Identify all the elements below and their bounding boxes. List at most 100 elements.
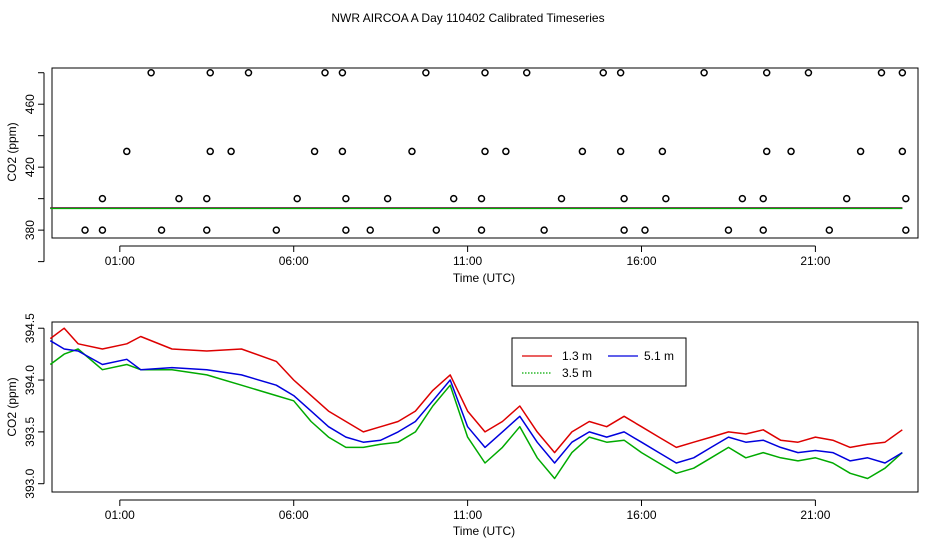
chart-title: NWR AIRCOA A Day 110402 Calibrated Times…	[331, 11, 604, 25]
top-x-tick-label: 06:00	[279, 254, 309, 268]
top-data-point	[620, 194, 628, 203]
top-data-point	[902, 226, 910, 234]
top-data-point	[662, 194, 670, 203]
series-line-3-5-m	[49, 348, 903, 480]
top-data-point	[620, 226, 628, 234]
top-data-point	[227, 147, 235, 156]
top-data-point	[98, 226, 107, 234]
top-data-point	[759, 226, 767, 234]
top-data-point	[787, 147, 795, 156]
top-data-point	[842, 194, 851, 203]
top-data-point	[244, 68, 253, 77]
top-data-point	[422, 68, 430, 77]
top-data-point	[481, 68, 489, 77]
top-x-tick-label: 21:00	[800, 254, 830, 268]
bottom-x-axis: 01:00 06:00 11:00 16:00 21:00	[105, 499, 831, 522]
top-x-tick-label: 01:00	[105, 254, 135, 268]
top-y-axis: 380 420 460	[23, 72, 45, 263]
top-data-point	[898, 68, 907, 77]
top-data-point	[432, 226, 441, 234]
top-data-point	[383, 194, 392, 203]
top-data-point	[342, 194, 350, 203]
bottom-y-tick-label: 394.0	[23, 365, 37, 395]
top-data-point	[203, 226, 211, 234]
top-data-point	[658, 147, 667, 156]
top-data-point	[449, 194, 458, 203]
top-data-point	[175, 194, 183, 203]
top-data-point	[147, 68, 155, 77]
top-panel: 01:00 06:00 11:00 16:00 21:00 380 420 460 Time…	[5, 67, 919, 285]
top-data-point	[366, 226, 374, 234]
bottom-x-tick-label: 16:00	[626, 508, 656, 522]
top-data-point	[98, 194, 107, 203]
bottom-y-tick-label: 393.5	[23, 417, 37, 447]
top-data-point	[641, 226, 649, 234]
top-data-point	[338, 147, 347, 156]
legend-label-5-1m: 5.1 m	[644, 349, 674, 363]
bottom-x-tick-label: 21:00	[800, 508, 830, 522]
bottom-y-axis: 393.0 393.5 394.0 394.5	[23, 313, 45, 499]
bottom-x-axis-label: Time (UTC)	[453, 524, 515, 538]
top-x-tick-label: 11:00	[453, 254, 482, 268]
top-points	[81, 68, 910, 234]
legend-label-1-3m: 1.3 m	[562, 349, 592, 363]
top-data-point	[738, 194, 747, 203]
top-data-point	[408, 147, 416, 156]
top-data-point	[599, 68, 607, 77]
top-data-point	[902, 194, 910, 203]
top-data-point	[616, 68, 625, 77]
top-data-point	[522, 68, 531, 77]
bottom-x-tick-label: 11:00	[453, 508, 482, 522]
top-x-axis: 01:00 06:00 11:00 16:00 21:00	[105, 245, 831, 268]
bottom-plot-frame	[51, 321, 919, 493]
top-data-point	[540, 226, 548, 234]
top-data-point	[700, 68, 708, 77]
bottom-y-tick-label: 394.5	[23, 313, 37, 343]
top-data-point	[759, 194, 767, 203]
legend: 1.3 m 5.1 m 3.5 m	[511, 337, 687, 387]
top-data-point	[825, 226, 834, 234]
top-y-tick-label: 420	[23, 157, 37, 177]
top-data-point	[293, 194, 301, 203]
top-data-point	[81, 226, 89, 234]
top-lines	[50, 207, 903, 210]
legend-label-3-5m: 3.5 m	[562, 366, 592, 380]
top-x-tick-label: 16:00	[626, 254, 656, 268]
bottom-series-lines	[49, 327, 903, 480]
top-data-point	[206, 147, 214, 156]
top-data-point	[272, 226, 281, 234]
top-data-point	[338, 68, 347, 77]
top-data-point	[321, 68, 329, 77]
top-plot-frame	[51, 67, 919, 239]
top-data-point	[477, 194, 486, 203]
bottom-y-tick-label: 393.0	[23, 468, 37, 498]
top-data-point	[616, 147, 625, 156]
top-data-point	[206, 68, 214, 77]
top-data-point	[481, 147, 489, 156]
top-y-axis-label: CO2 (ppm)	[5, 122, 19, 181]
bottom-x-tick-label: 01:00	[105, 508, 135, 522]
top-data-point	[342, 226, 350, 234]
top-data-point	[157, 226, 166, 234]
top-data-point	[502, 147, 510, 156]
top-data-point	[578, 147, 587, 156]
top-data-point	[856, 147, 865, 156]
bottom-x-tick-label: 06:00	[279, 508, 309, 522]
top-data-point	[310, 147, 319, 156]
top-data-point	[724, 226, 733, 234]
top-y-tick-label: 460	[23, 94, 37, 114]
series-line-5-1-m	[49, 340, 903, 464]
top-data-point	[762, 147, 771, 156]
top-data-point	[557, 194, 566, 203]
top-x-axis-label: Time (UTC)	[453, 271, 515, 285]
top-data-point	[762, 68, 771, 77]
top-y-tick-label: 380	[23, 220, 37, 240]
bottom-y-axis-label: CO2 (ppm)	[5, 377, 19, 436]
top-data-point	[804, 68, 813, 77]
legend-box	[511, 337, 687, 387]
bottom-panel: 01:00 06:00 11:00 16:00 21:00 393.0 393.5 394.…	[5, 313, 919, 538]
top-data-point	[203, 194, 211, 203]
series-line-1-3-m	[49, 327, 903, 454]
top-data-point	[877, 68, 886, 77]
